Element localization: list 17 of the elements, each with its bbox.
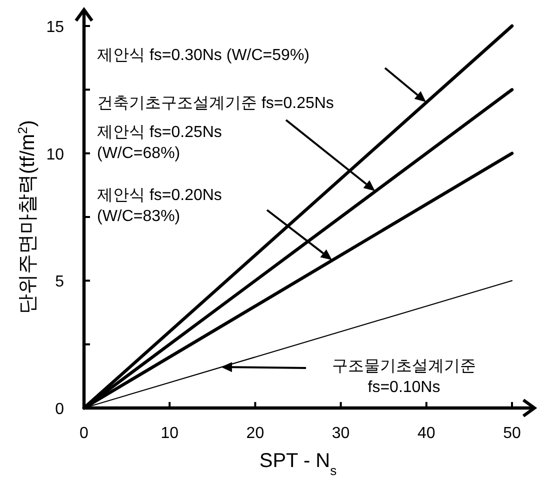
x-axis-title: SPT - N$_{s}$ <box>259 450 338 478</box>
x-tick-label: 20 <box>246 425 264 442</box>
x-tick-label: 30 <box>332 425 350 442</box>
annotation: 구조물기초설계기준 fs=0.10Ns <box>221 358 476 396</box>
x-tick-label: 0 <box>80 425 89 442</box>
annotation: 제안식 fs=0.20Ns (W/C=83%) <box>97 187 332 260</box>
x-tick-label: 40 <box>418 425 436 442</box>
annotation: 제안식 fs=0.25Ns (W/C=68%) <box>97 124 222 162</box>
annotation: 구조물기초설계기준 fs=0.10Ns <box>332 358 476 396</box>
annotation: 제안식 fs=0.30Ns (W/C=59%) <box>97 47 310 64</box>
y-tick-label: 15 <box>46 19 64 36</box>
y-tick-label: 10 <box>46 146 64 164</box>
annotation: 제안식 fs=0.20Ns (W/C=83%) <box>97 187 222 225</box>
y-tick-label: 5 <box>55 274 64 291</box>
y-tick-label: 0 <box>55 401 64 418</box>
x-tick-label: 10 <box>160 425 179 442</box>
x-tick-label: 50 <box>503 425 521 442</box>
